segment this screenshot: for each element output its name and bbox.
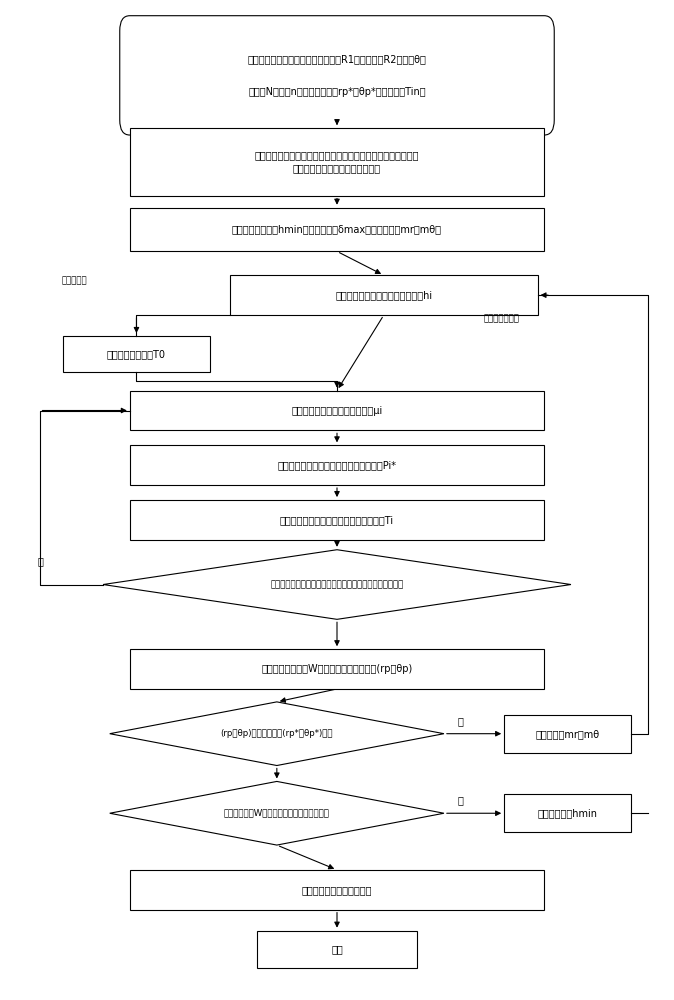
Polygon shape — [103, 550, 571, 619]
Bar — [130, 208, 544, 251]
Text: 有限差分法解雷诺方程，求出各结点压力Pi*: 有限差分法解雷诺方程，求出各结点压力Pi* — [278, 460, 396, 470]
Text: 结束: 结束 — [331, 944, 343, 954]
Bar — [130, 870, 544, 910]
Bar — [130, 649, 544, 689]
Text: 否: 否 — [458, 716, 463, 726]
Polygon shape — [110, 781, 444, 845]
Text: 计算油膜承载能力W以及压力中心的坐标值(rp、θp): 计算油膜承载能力W以及压力中心的坐标值(rp、θp) — [262, 664, 412, 674]
Text: 第二次计算以后: 第二次计算以后 — [484, 315, 520, 324]
Text: 输入已知轴承的设计参数（瓦内半径R1、瓦外半径R2、张角θ、

瓦块数N、转速n、支承中心坐标rp*、θp*、入油温度Tin）: 输入已知轴承的设计参数（瓦内半径R1、瓦外半径R2、张角θ、 瓦块数N、转速n、… — [247, 54, 427, 97]
Text: 第一次计算: 第一次计算 — [61, 277, 87, 286]
Text: 修改最小膜厚hmin: 修改最小膜厚hmin — [538, 808, 598, 818]
Text: 输出推力轴承理论膜厚分布: 输出推力轴承理论膜厚分布 — [302, 885, 372, 895]
Bar — [504, 794, 631, 832]
Bar — [130, 500, 544, 540]
Text: 修改瓦倾角mr、mθ: 修改瓦倾角mr、mθ — [536, 729, 600, 739]
Text: 将求解域化成等距的网格（网格划分的疏密根据计算精度要求确
定）、确定节点的编号及节点坐标: 将求解域化成等距的网格（网格划分的疏密根据计算精度要求确 定）、确定节点的编号及… — [255, 150, 419, 173]
Bar — [257, 931, 417, 968]
Text: 给定一平均的瓦温T0: 给定一平均的瓦温T0 — [107, 349, 166, 359]
Bar — [130, 391, 544, 430]
Text: 按粘度方程计算各结点的油粘度μi: 按粘度方程计算各结点的油粘度μi — [291, 406, 383, 416]
Bar — [230, 275, 538, 315]
Text: (rp、θp)是否与给定的(rp*、θp*)重合: (rp、θp)是否与给定的(rp*、θp*)重合 — [220, 729, 333, 738]
Bar — [130, 445, 544, 485]
Bar — [63, 336, 210, 372]
Bar — [504, 715, 631, 753]
Text: 按油膜形状方程计算各节点的膜厚hi: 按油膜形状方程计算各节点的膜厚hi — [335, 290, 432, 300]
Text: 油膜承载能力W与实际工况的给定值是否相等: 油膜承载能力W与实际工况的给定值是否相等 — [224, 809, 330, 818]
Text: 否: 否 — [458, 795, 463, 805]
Text: 有限差分法解能量方程，求出各结点温度Ti: 有限差分法解能量方程，求出各结点温度Ti — [280, 515, 394, 525]
FancyBboxPatch shape — [120, 16, 554, 135]
Text: 相邻两次计算的结点压力（温度）的插值是否满足收敛要求: 相邻两次计算的结点压力（温度）的插值是否满足收敛要求 — [270, 580, 404, 589]
Text: 初定轴承最小膜厚hmin、最大瓦变形δmax、瓦的倾角（mr、mθ）: 初定轴承最小膜厚hmin、最大瓦变形δmax、瓦的倾角（mr、mθ） — [232, 225, 442, 235]
Bar — [130, 128, 544, 196]
Text: 否: 否 — [38, 557, 43, 567]
Polygon shape — [110, 702, 444, 766]
